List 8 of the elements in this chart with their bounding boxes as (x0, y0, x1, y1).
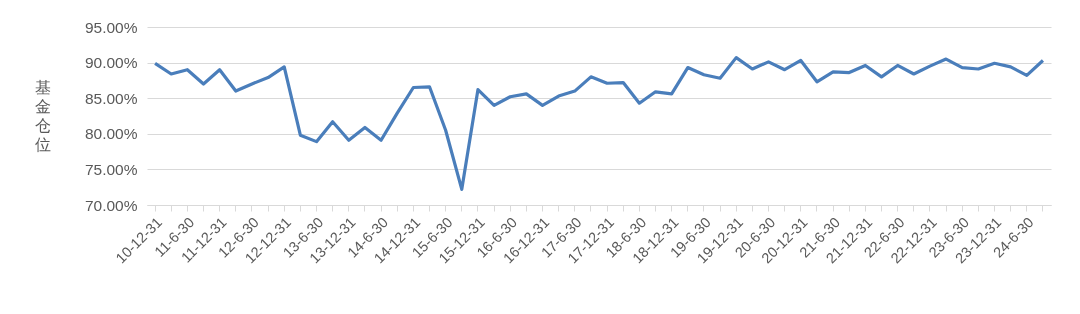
y-axis-title: 基金仓位 (34, 77, 51, 154)
y-tick-label: 80.00% (84, 125, 138, 143)
y-tick-label: 90.00% (84, 54, 138, 72)
y-tick-label: 70.00% (84, 196, 138, 214)
line-series (153, 56, 1045, 191)
y-tick-label: 95.00% (84, 18, 138, 36)
y-tick-label: 75.00% (84, 160, 138, 178)
y-tick-label: 85.00% (84, 89, 138, 107)
